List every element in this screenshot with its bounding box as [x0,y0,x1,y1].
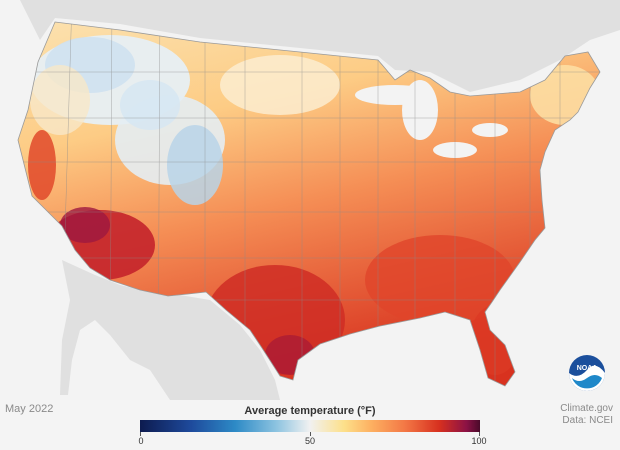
footer: May 2022 Average temperature (°F) 0 50 1… [0,400,620,450]
tick-mark-100 [479,432,480,436]
tick-mark-0 [140,432,141,436]
canada-landmass [20,0,620,92]
credit-source: Climate.gov [560,403,613,414]
tick-label-0: 0 [138,436,144,446]
date-label: May 2022 [5,403,54,415]
tick-label-50: 50 [304,436,316,446]
mexico-landmass [60,260,280,400]
tick-mark-50 [310,432,311,436]
noaa-logo-text: NOAA [577,365,598,372]
us-temperature-map: NOAA [17,0,620,400]
map-area: NOAA [17,0,620,400]
credit-data: Data: NCEI [562,415,613,426]
tick-label-100: 100 [471,436,487,446]
noaa-logo: NOAA [569,355,605,391]
legend-title: Average temperature (°F) [244,405,376,417]
temperature-colorbar [140,420,480,432]
